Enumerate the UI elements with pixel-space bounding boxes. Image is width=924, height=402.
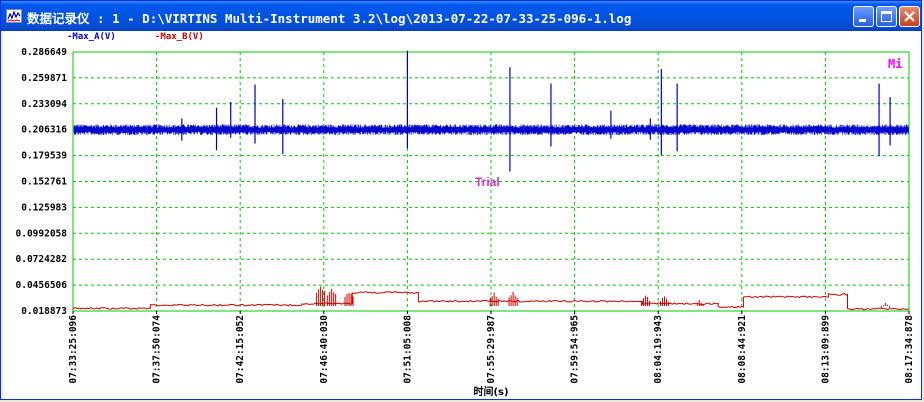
y-tick-label: 0.233094 bbox=[21, 99, 67, 110]
series-max-a-trace bbox=[73, 124, 909, 136]
trial-watermark: Trial bbox=[475, 175, 500, 189]
series-max-b bbox=[72, 286, 909, 311]
chart-app-icon bbox=[6, 9, 22, 23]
x-tick-label: 07:42:15:052 bbox=[235, 315, 246, 384]
x-axis-ticks: 07:33:25:096 07:37:50:074 07:42:15:052 07:4… bbox=[68, 311, 915, 384]
y-tick-label: 0.0456506 bbox=[16, 280, 68, 291]
legend-entry-max-b: -Max_B(V) bbox=[155, 32, 204, 42]
series-max-b-trace bbox=[72, 291, 909, 311]
maximize-icon bbox=[881, 11, 892, 22]
y-tick-label: 0.179539 bbox=[21, 151, 67, 162]
close-button[interactable] bbox=[899, 6, 920, 27]
y-axis-ticks: 0.286649 0.259871 0.233094 0.206316 0.179539… bbox=[16, 47, 68, 317]
close-icon bbox=[904, 11, 915, 22]
x-tick-label: 07:55:29:987 bbox=[486, 315, 497, 384]
y-tick-label: 0.018873 bbox=[21, 306, 67, 317]
x-tick-label: 07:37:50:074 bbox=[152, 315, 163, 384]
series-max-a bbox=[73, 50, 909, 172]
chart-panel[interactable]: -Max_A(V) -Max_B(V) 0.286649 0.259871 0.23… bbox=[3, 31, 921, 399]
legend-entry-max-a: -Max_A(V) bbox=[67, 32, 116, 42]
title-bar[interactable]: 数据记录仪 : 1 - D:\VIRTINS Multi-Instrument … bbox=[1, 1, 921, 31]
x-tick-label: 08:08:44:921 bbox=[737, 315, 748, 384]
x-axis-label: 时间(s) bbox=[473, 385, 508, 398]
minimize-icon bbox=[859, 19, 866, 22]
x-tick-label: 08:13:09:899 bbox=[820, 315, 831, 384]
y-tick-label: 0.0992058 bbox=[16, 228, 68, 239]
x-tick-label: 07:33:25:096 bbox=[68, 315, 79, 384]
window-title: 数据记录仪 : 1 - D:\VIRTINS Multi-Instrument … bbox=[27, 11, 632, 26]
y-tick-label: 0.286649 bbox=[21, 47, 67, 58]
x-tick-label: 07:51:05:008 bbox=[402, 315, 413, 384]
x-tick-label: 08:04:19:943 bbox=[653, 315, 664, 384]
maximize-button[interactable] bbox=[876, 6, 897, 27]
minimize-button[interactable] bbox=[853, 6, 874, 27]
y-tick-label: 0.152761 bbox=[21, 177, 67, 188]
x-tick-label: 07:46:40:030 bbox=[319, 315, 330, 384]
corner-label: Mi bbox=[888, 57, 902, 71]
x-tick-label: 08:17:34:878 bbox=[904, 315, 915, 384]
y-tick-label: 0.125983 bbox=[21, 202, 67, 213]
legend: -Max_A(V) -Max_B(V) bbox=[67, 32, 204, 42]
y-tick-label: 0.259871 bbox=[21, 73, 67, 84]
y-tick-label: 0.206316 bbox=[21, 125, 67, 136]
x-tick-label: 07:59:54:965 bbox=[570, 315, 581, 384]
y-tick-label: 0.0724282 bbox=[16, 254, 67, 265]
data-logger-chart[interactable]: -Max_A(V) -Max_B(V) 0.286649 0.259871 0.23… bbox=[3, 31, 921, 399]
